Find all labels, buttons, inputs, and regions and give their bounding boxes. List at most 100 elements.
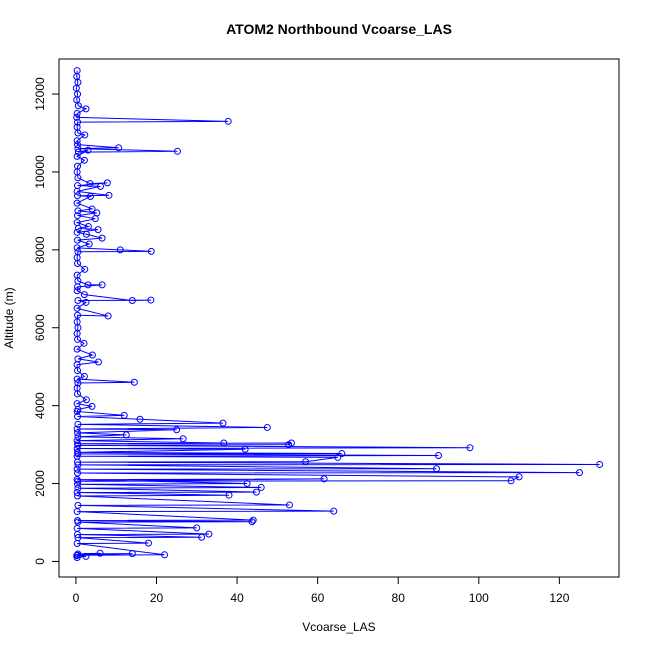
data-point: [198, 533, 206, 541]
series-lines: [75, 70, 600, 559]
data-point: [74, 367, 82, 375]
data-point: [161, 551, 169, 559]
data-point: [205, 530, 213, 538]
data-point: [130, 378, 138, 386]
data-point: [74, 283, 82, 291]
y-tick-label: 12000: [33, 77, 47, 111]
data-point: [104, 312, 112, 320]
y-tick-label: 8000: [33, 236, 47, 263]
data-point: [73, 152, 81, 160]
data-point: [74, 480, 82, 488]
data-point: [80, 339, 88, 347]
plot-frame: [58, 58, 620, 578]
x-tick-label: 40: [230, 591, 244, 605]
data-point: [82, 552, 90, 560]
chart-title: ATOM2 Northbound Vcoarse_LAS: [226, 21, 452, 37]
data-point: [74, 441, 82, 449]
x-axis: 0 20 40 60 80 100 120: [73, 576, 570, 605]
data-point: [82, 396, 90, 404]
data-point: [74, 118, 82, 126]
data-point: [193, 524, 201, 532]
data-point: [74, 192, 82, 200]
data-point: [74, 174, 82, 182]
data-point: [74, 379, 82, 387]
data-point: [334, 453, 342, 461]
data-point: [74, 335, 82, 343]
data-point: [466, 444, 474, 452]
data-point: [74, 420, 82, 428]
y-axis: 0 2000 4000 6000 8000 10000 12000: [33, 77, 60, 565]
data-point: [73, 199, 81, 207]
data-point: [91, 215, 99, 223]
data-point: [74, 129, 82, 137]
data-point: [136, 415, 144, 423]
data-point: [74, 207, 82, 215]
data-point: [74, 429, 82, 437]
data-point: [285, 441, 293, 449]
series-points: [72, 67, 604, 562]
data-point: [74, 259, 82, 267]
data-point: [173, 147, 181, 155]
data-point: [73, 508, 81, 516]
y-tick-label: 2000: [33, 470, 47, 497]
data-point: [122, 431, 130, 439]
data-point: [515, 473, 523, 481]
data-point: [74, 390, 82, 398]
data-point: [82, 105, 90, 113]
data-point: [80, 372, 88, 380]
y-tick-label: 10000: [33, 155, 47, 189]
data-point: [330, 507, 338, 515]
data-point: [74, 458, 82, 466]
data-point: [74, 102, 82, 110]
data-point: [224, 117, 232, 125]
data-point: [88, 205, 96, 213]
data-point: [73, 488, 81, 496]
data-point: [220, 439, 228, 447]
data-point: [88, 402, 96, 410]
data-point: [243, 480, 251, 488]
data-point: [73, 465, 81, 473]
series-line: [75, 70, 600, 559]
data-point: [302, 458, 310, 466]
data-point: [74, 531, 82, 539]
y-tick-label: 6000: [33, 314, 47, 341]
data-point: [115, 144, 123, 152]
data-point: [84, 281, 92, 289]
x-tick-label: 80: [392, 591, 406, 605]
data-point: [74, 413, 82, 421]
data-point: [74, 148, 82, 156]
data-point: [73, 375, 81, 383]
data-point: [98, 281, 106, 289]
data-point: [80, 291, 88, 299]
data-point: [147, 296, 155, 304]
data-point: [147, 247, 155, 255]
data-point: [120, 411, 128, 419]
data-point: [86, 192, 94, 200]
data-point: [74, 550, 82, 558]
data-point: [94, 358, 102, 366]
data-point: [73, 113, 81, 121]
data-point: [144, 539, 152, 547]
data-point: [73, 476, 81, 484]
data-point: [320, 475, 328, 483]
data-point: [257, 483, 265, 491]
data-point: [173, 426, 181, 434]
data-point: [433, 465, 440, 473]
data-point: [73, 110, 81, 118]
data-point: [81, 265, 89, 273]
data-point: [241, 445, 249, 453]
data-point: [73, 244, 81, 252]
data-point: [85, 240, 93, 248]
data-point: [338, 450, 346, 458]
data-point: [596, 460, 604, 468]
y-tick-label: 0: [33, 558, 47, 565]
x-tick-label: 60: [311, 591, 325, 605]
data-point: [74, 224, 82, 232]
data-point: [73, 407, 81, 415]
data-point: [96, 549, 104, 557]
data-point: [105, 191, 113, 199]
x-tick-label: 0: [73, 591, 80, 605]
data-point: [128, 296, 136, 304]
data-point: [73, 187, 81, 195]
data-point: [103, 179, 111, 187]
